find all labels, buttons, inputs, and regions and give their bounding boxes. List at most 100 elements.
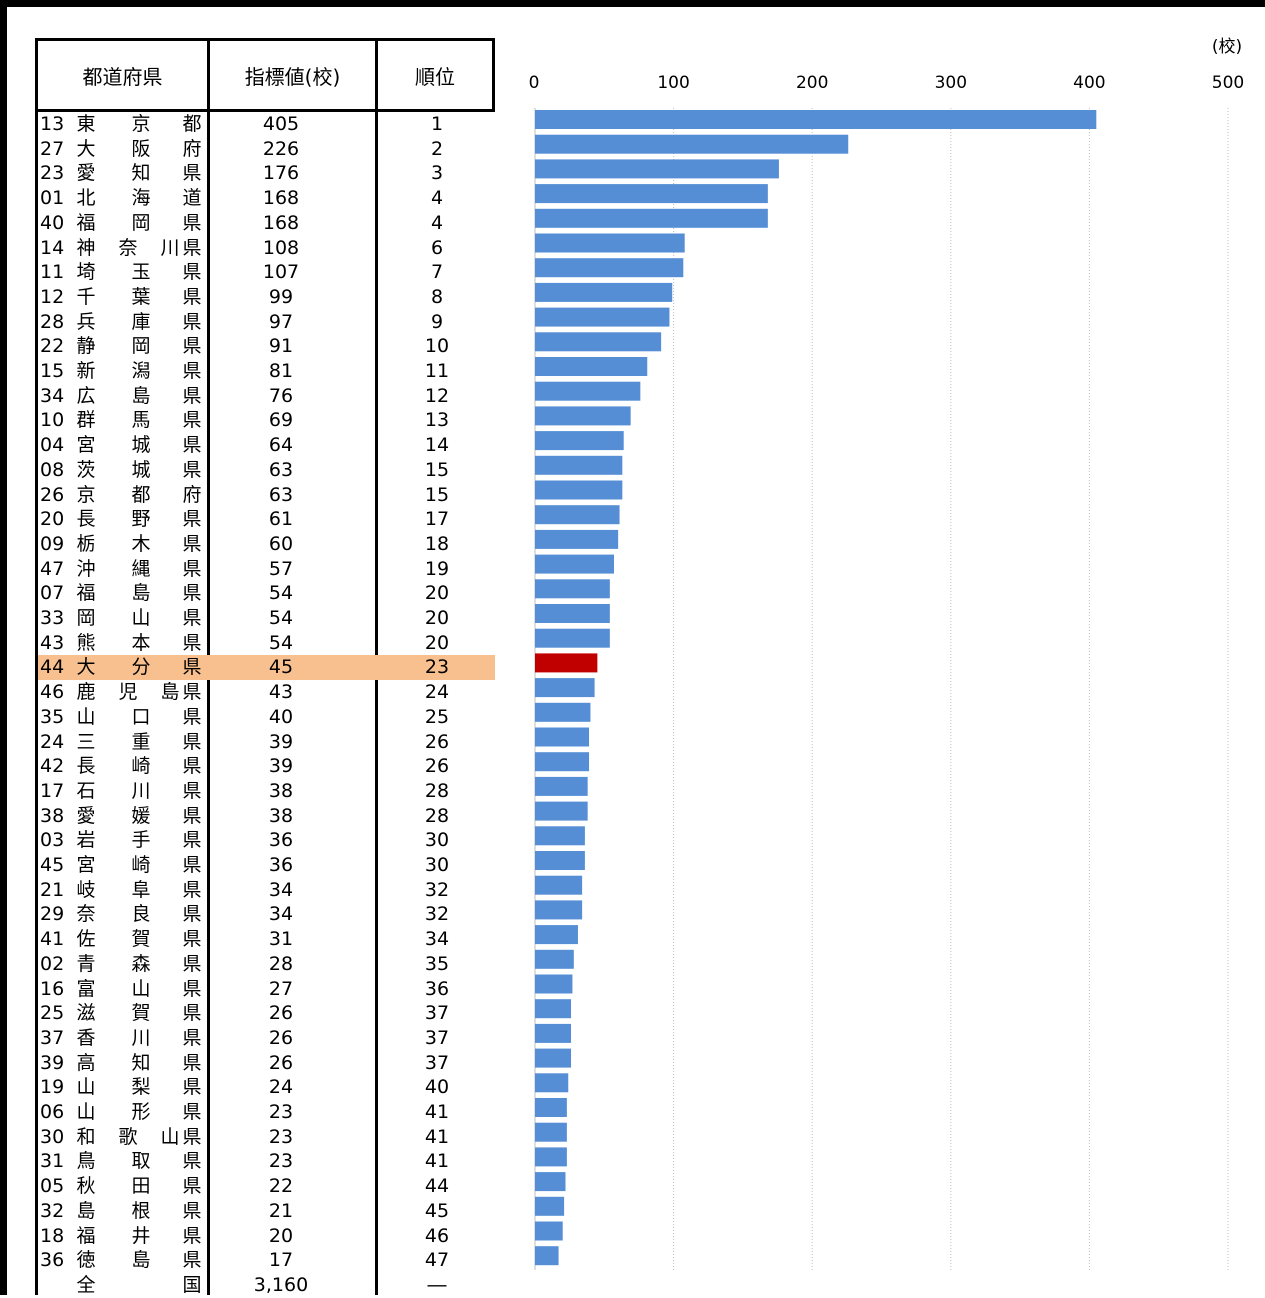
bar <box>535 826 585 846</box>
prefecture-name-char: 県 <box>182 162 202 185</box>
bar <box>535 307 670 327</box>
prefecture-name-char: 京 <box>131 113 151 135</box>
bar <box>535 1221 563 1241</box>
table-row: 21 岐 阜 県 34 32 <box>38 878 495 903</box>
prefecture-name-char: 静 <box>76 335 96 358</box>
x-tick-label: 500 <box>1212 73 1244 93</box>
prefecture-name-char: 岡 <box>131 335 151 358</box>
rank-value: 37 <box>424 1026 450 1049</box>
header-value: 指標値(校) <box>244 64 341 89</box>
rank-value: 15 <box>424 458 450 481</box>
indicator-value: 54 <box>268 582 294 605</box>
bar <box>535 628 610 648</box>
indicator-value: 43 <box>268 681 294 704</box>
indicator-value: 40 <box>268 705 294 728</box>
table-row: 45 宮 崎 県 36 30 <box>38 853 495 878</box>
indicator-value: 69 <box>268 409 294 432</box>
prefecture-name-char: 県 <box>182 829 202 852</box>
prefecture-name-char: 大 <box>76 137 96 160</box>
prefecture-name-char: 香 <box>76 1026 96 1049</box>
table-row: 23 愛 知 県 176 3 <box>38 161 495 186</box>
prefecture-name-char: 長 <box>76 508 96 531</box>
table-row: 37 香 川 県 26 37 <box>38 1026 495 1051</box>
rank-value: 20 <box>424 607 450 629</box>
prefecture-code: 39 <box>40 1051 65 1074</box>
rank-value: 23 <box>424 656 450 679</box>
bar <box>535 727 590 747</box>
indicator-value: 168 <box>262 211 300 234</box>
prefecture-name: 富山県 <box>76 977 206 1002</box>
prefecture-name-char: 県 <box>182 1199 202 1222</box>
prefecture-code: 05 <box>40 1175 65 1198</box>
indicator-value: 20 <box>268 1224 294 1247</box>
table-top-border <box>35 38 495 41</box>
bar <box>535 752 590 772</box>
bar <box>535 1023 572 1043</box>
prefecture-code: 31 <box>40 1150 65 1173</box>
prefecture-name: 宮城県 <box>76 433 206 458</box>
table-row: 47 沖 縄 県 57 19 <box>38 557 495 582</box>
bar <box>535 554 615 574</box>
ranking-table: 都道府県 指標値(校) 順位 13 東京都 405 1 27 大阪府 226 2 23 愛知県 17… <box>35 38 495 1296</box>
prefecture-name-char: 知 <box>131 162 151 185</box>
table-row: 46 鹿児島県 43 24 <box>38 680 495 705</box>
table-row: 06 山 形 県 23 41 <box>38 1100 495 1125</box>
prefecture-name: 山梨県 <box>76 1075 206 1100</box>
prefecture-name: 大分県 <box>76 655 206 680</box>
prefecture-name-char: 賀 <box>131 928 151 951</box>
prefecture-name: 石川県 <box>76 779 206 804</box>
table-row: 09 栃 木 県 60 18 <box>38 532 495 557</box>
x-tick-label: 100 <box>657 73 689 93</box>
prefecture-name: 京都府 <box>76 483 206 508</box>
table-row: 38 愛 媛 県 38 28 <box>38 804 495 829</box>
table-row: 18 福 井 県 20 46 <box>38 1224 495 1249</box>
rank-value: 37 <box>424 1051 450 1074</box>
bar <box>535 1073 569 1093</box>
prefecture-name-char: 千 <box>76 285 96 308</box>
prefecture-name-char: 徳 <box>76 1249 96 1272</box>
prefecture-name-char: 崎 <box>131 854 151 876</box>
table-row: 16 富 山 県 27 36 <box>38 977 495 1002</box>
prefecture-name-char: 県 <box>182 755 202 778</box>
prefecture-code: 02 <box>40 952 65 975</box>
prefecture-code: 10 <box>40 409 65 432</box>
table-header-border <box>35 109 495 112</box>
rank-value: 9 <box>430 310 444 333</box>
prefecture-name-char: 山 <box>131 607 151 629</box>
bar <box>535 332 662 352</box>
prefecture-name: 福島県 <box>76 581 206 606</box>
indicator-value: 39 <box>268 755 294 778</box>
rank-value: ― <box>427 1273 447 1296</box>
indicator-value: 36 <box>268 854 294 876</box>
indicator-value: 24 <box>268 1076 294 1099</box>
bar <box>535 678 595 698</box>
x-tick-label: 400 <box>1073 73 1105 93</box>
bar <box>535 579 610 599</box>
indicator-value: 26 <box>268 1026 294 1049</box>
indicator-value: 22 <box>268 1175 294 1198</box>
prefecture-code: 32 <box>40 1199 65 1222</box>
prefecture-name-char: 賀 <box>131 1002 151 1025</box>
prefecture-code: 06 <box>40 1101 65 1123</box>
indicator-value: 405 <box>262 113 300 135</box>
rank-value: 37 <box>424 1002 450 1025</box>
prefecture-name-char: 富 <box>76 977 96 1000</box>
rank-value: 14 <box>424 434 450 457</box>
prefecture-name-char: 城 <box>131 458 151 481</box>
prefecture-name-char: 木 <box>131 532 151 555</box>
table-row: 25 滋 賀 県 26 37 <box>38 1001 495 1026</box>
prefecture-name-char: 大 <box>76 656 96 679</box>
rank-value: 40 <box>424 1076 450 1099</box>
prefecture-name-char: 都 <box>182 113 202 135</box>
prefecture-code: 04 <box>40 434 65 457</box>
prefecture-name: 奈良県 <box>76 902 206 927</box>
indicator-value: 61 <box>268 508 294 531</box>
indicator-value: 23 <box>268 1150 294 1173</box>
prefecture-name-char: 県 <box>182 360 202 382</box>
prefecture-name: 愛媛県 <box>76 804 206 829</box>
bar <box>535 134 849 154</box>
prefecture-name: 岩手県 <box>76 828 206 853</box>
table-row: 13 東 京 都 405 1 <box>38 112 495 137</box>
prefecture-name-char: 東 <box>76 113 96 135</box>
indicator-value: 36 <box>268 829 294 852</box>
